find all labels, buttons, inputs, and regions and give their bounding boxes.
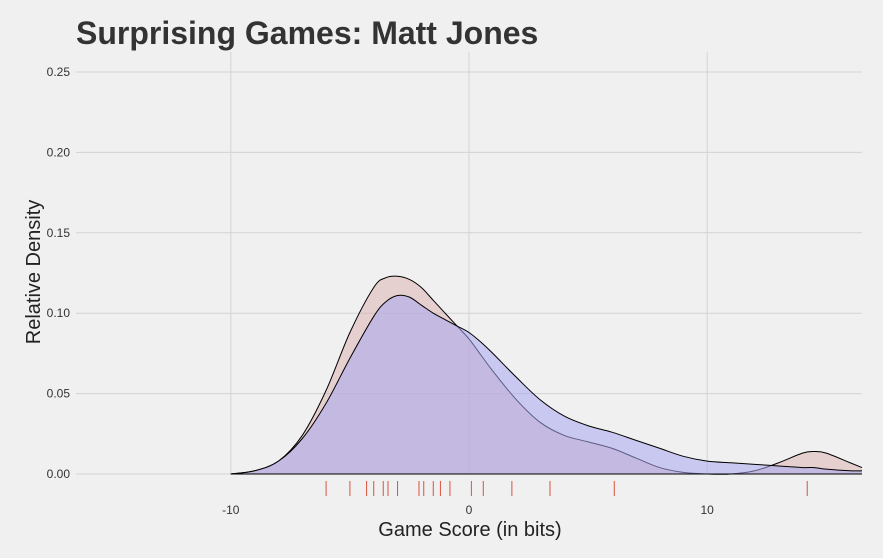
y-tick-label: 0.25 (47, 65, 71, 79)
y-tick-label: 0.20 (47, 145, 71, 159)
y-tick-label: 0.00 (47, 467, 71, 481)
tick-labels: 0.00 0.05 0.10 0.15 0.20 0.25 -10 0 10 (47, 65, 715, 517)
density-areas (230, 275, 863, 475)
chart-title: Surprising Games: Matt Jones (76, 15, 538, 51)
rug-marks (325, 481, 808, 496)
y-axis-title: Relative Density (23, 200, 45, 345)
gridlines (76, 52, 862, 475)
density-area-2 (230, 295, 862, 474)
x-tick-label: 0 (466, 503, 473, 517)
x-tick-label: -10 (222, 503, 240, 517)
density-line-2 (230, 294, 863, 475)
y-tick-label: 0.05 (47, 387, 71, 401)
y-tick-label: 0.15 (47, 226, 71, 240)
x-axis-title: Game Score (in bits) (378, 519, 561, 541)
y-tick-label: 0.10 (47, 306, 71, 320)
x-tick-label: 10 (701, 503, 715, 517)
